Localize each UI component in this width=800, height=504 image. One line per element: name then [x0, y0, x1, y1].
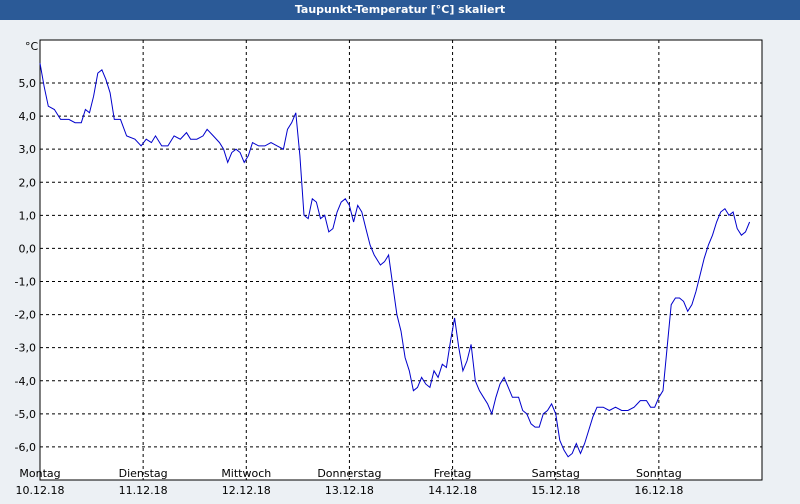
x-tick-weekday: Dienstag	[119, 467, 168, 480]
y-tick-label: -1,0	[15, 276, 36, 289]
y-axis-unit: °C	[25, 40, 39, 53]
y-tick-label: 4,0	[19, 110, 37, 123]
y-tick-label: -5,0	[15, 408, 36, 421]
x-tick-date: 15.12.18	[531, 484, 580, 497]
chart-area: 5,0 4,0 3,0 2,0 1,0 0,0 -1,0 -2,0 -3,0 -4,0 -5,0 -6…	[0, 20, 800, 500]
x-tick-weekday: Sonntag	[636, 467, 682, 480]
plot-frame	[39, 39, 763, 481]
grid-lines	[40, 40, 762, 480]
y-tick-label: 0,0	[19, 242, 37, 255]
y-tick-label: 5,0	[19, 77, 37, 90]
x-tick-date: 10.12.18	[16, 484, 65, 497]
chart-title-bar: Taupunkt-Temperatur [°C] skaliert	[0, 0, 800, 20]
x-tick-date: 11.12.18	[119, 484, 168, 497]
y-tick-label: -2,0	[15, 309, 36, 322]
y-tick-label: 2,0	[19, 176, 37, 189]
series-group	[39, 63, 751, 458]
x-tick-weekday: Montag	[19, 467, 60, 480]
x-tick-weekday: Freitag	[434, 467, 472, 480]
x-tick-weekday: Mittwoch	[221, 467, 271, 480]
chart-title: Taupunkt-Temperatur [°C] skaliert	[294, 3, 506, 16]
line-chart: 5,0 4,0 3,0 2,0 1,0 0,0 -1,0 -2,0 -3,0 -4,0 -5,0 -6…	[15, 39, 763, 497]
x-tick-date: 12.12.18	[222, 484, 271, 497]
x-tick-weekday: Samstag	[532, 467, 580, 480]
x-tick-date: 14.12.18	[428, 484, 477, 497]
x-tick-date: 16.12.18	[634, 484, 683, 497]
y-tick-label: -6,0	[15, 441, 36, 454]
y-axis-labels: 5,0 4,0 3,0 2,0 1,0 0,0 -1,0 -2,0 -3,0 -4,0 -5,0 -6…	[15, 77, 36, 454]
y-tick-label: -3,0	[15, 342, 36, 355]
x-tick-date: 13.12.18	[325, 484, 374, 497]
y-tick-label: 3,0	[19, 143, 37, 156]
x-axis-labels: Montag 10.12.18 Dienstag 11.12.18 Mittwoch 12…	[16, 467, 684, 497]
series-line	[39, 63, 751, 458]
x-tick-weekday: Donnerstag	[317, 467, 381, 480]
y-tick-label: -4,0	[15, 375, 36, 388]
y-tick-label: 1,0	[19, 209, 37, 222]
